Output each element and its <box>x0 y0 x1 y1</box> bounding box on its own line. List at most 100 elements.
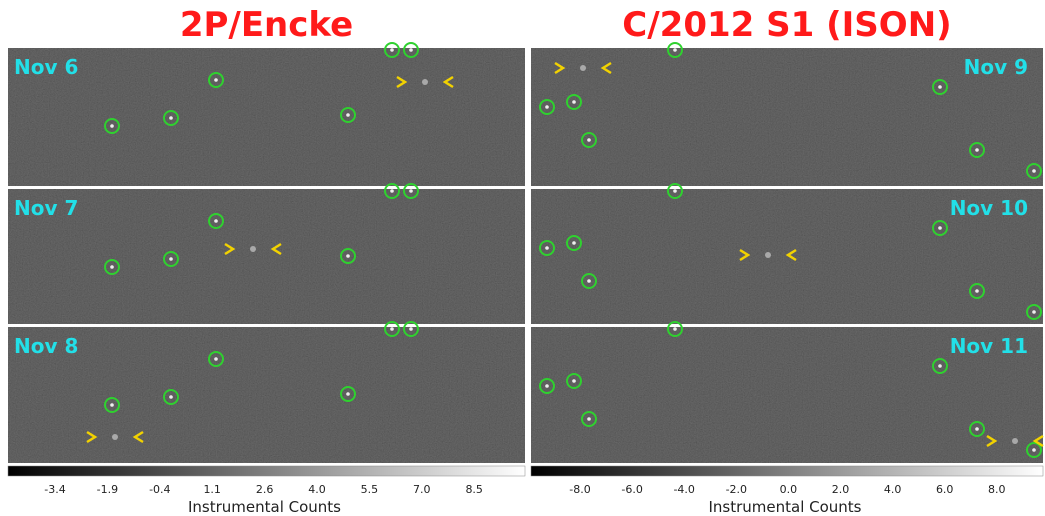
star <box>409 48 413 52</box>
star <box>673 48 677 52</box>
star <box>572 379 576 383</box>
colorbar <box>530 465 1044 477</box>
colorbar-tick-label: 7.0 <box>413 483 431 496</box>
star <box>938 364 942 368</box>
star-marker <box>208 213 224 229</box>
star-marker <box>969 421 985 437</box>
colorbar-label: Instrumental Counts <box>188 498 341 516</box>
star <box>409 189 413 193</box>
image-frame: Nov 10 <box>531 183 1043 324</box>
image-frame: Nov 8 <box>8 321 525 463</box>
star-marker <box>969 283 985 299</box>
star-marker <box>969 142 985 158</box>
star <box>346 254 350 258</box>
star-marker <box>667 183 683 199</box>
colorbar-tick-label: -6.0 <box>621 483 642 496</box>
star <box>587 417 591 421</box>
star <box>214 357 218 361</box>
star-marker <box>384 183 400 199</box>
image-frame: Nov 7 <box>8 183 525 324</box>
colorbar-tick-label: 2.0 <box>832 483 850 496</box>
star-marker <box>539 240 555 256</box>
sky-noise <box>8 48 525 186</box>
sky-noise <box>8 327 525 463</box>
colorbar-tick-label: -2.0 <box>726 483 747 496</box>
star <box>938 85 942 89</box>
comet-marker <box>270 242 282 256</box>
star <box>390 189 394 193</box>
comet-marker <box>224 242 236 256</box>
star-marker <box>1026 442 1042 458</box>
colorbar-tick-label: -1.9 <box>97 483 118 496</box>
star <box>572 241 576 245</box>
comet <box>422 79 428 85</box>
star-marker <box>340 386 356 402</box>
star-marker <box>340 107 356 123</box>
star <box>346 113 350 117</box>
star <box>545 246 549 250</box>
comet-marker <box>986 434 998 448</box>
colorbar-tick-label: 2.6 <box>256 483 274 496</box>
comet <box>112 434 118 440</box>
star-marker <box>163 251 179 267</box>
star <box>214 219 218 223</box>
star <box>587 279 591 283</box>
star <box>214 78 218 82</box>
panel-title: 2P/Encke <box>180 5 353 45</box>
colorbar-tick-label: 4.0 <box>884 483 902 496</box>
image-frame: Nov 11 <box>531 321 1044 463</box>
star-marker <box>581 411 597 427</box>
frame-date: Nov 10 <box>950 196 1028 220</box>
panel-title: C/2012 S1 (ISON) <box>622 5 951 45</box>
star <box>1032 169 1036 173</box>
sky-noise <box>531 48 1043 186</box>
star <box>572 100 576 104</box>
star <box>390 48 394 52</box>
star-marker <box>104 259 120 275</box>
comet-marker <box>396 75 408 89</box>
star-marker <box>581 273 597 289</box>
comet <box>1012 438 1018 444</box>
star-marker <box>932 220 948 236</box>
image-frame: Nov 6 <box>8 42 525 186</box>
sky-noise <box>8 189 525 324</box>
star <box>390 327 394 331</box>
colorbar-tick-label: 5.5 <box>361 483 379 496</box>
frame-date: Nov 7 <box>14 196 78 220</box>
star-marker <box>1026 163 1042 179</box>
comet-marker <box>132 430 144 444</box>
comet <box>765 252 771 258</box>
star <box>673 189 677 193</box>
star-marker <box>581 132 597 148</box>
frame-date: Nov 9 <box>964 55 1028 79</box>
star-marker <box>932 358 948 374</box>
colorbar-tick-label: 4.0 <box>308 483 326 496</box>
star-marker <box>163 389 179 405</box>
star <box>169 257 173 261</box>
star-marker <box>208 72 224 88</box>
star-marker <box>384 42 400 58</box>
star-marker <box>566 94 582 110</box>
star-marker <box>566 235 582 251</box>
star <box>587 138 591 142</box>
star <box>110 124 114 128</box>
comet-marker <box>600 61 612 75</box>
colorbar-tick-label: -4.0 <box>673 483 694 496</box>
colorbar-tick-label: 8.5 <box>465 483 483 496</box>
colorbar-tick-label: 6.0 <box>936 483 954 496</box>
frame-date: Nov 6 <box>14 55 78 79</box>
star-marker <box>566 373 582 389</box>
star-marker <box>208 351 224 367</box>
image-frame: Nov 9 <box>531 42 1043 186</box>
frame-date: Nov 11 <box>950 334 1028 358</box>
star <box>938 226 942 230</box>
star <box>975 289 979 293</box>
star <box>346 392 350 396</box>
star-marker <box>667 42 683 58</box>
star <box>110 265 114 269</box>
comet-marker <box>739 248 751 262</box>
comet <box>580 65 586 71</box>
sky-noise <box>531 327 1043 463</box>
star-marker <box>403 183 419 199</box>
